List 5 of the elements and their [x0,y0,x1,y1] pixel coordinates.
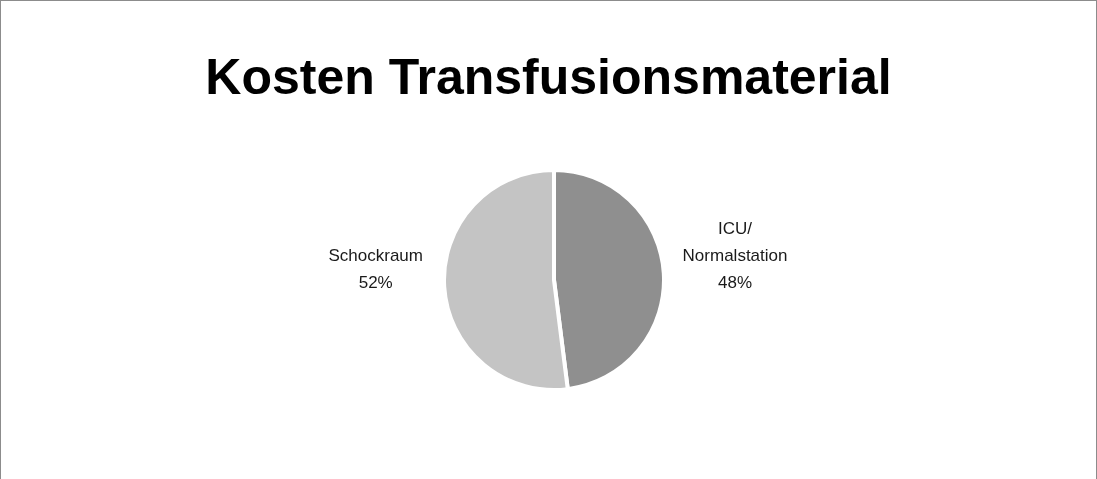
chart-title: Kosten Transfusionsmaterial [204,49,893,105]
data-label: 48% [718,273,753,293]
slice-label: ICU/ Normalstation [682,219,788,266]
slice-label: Schockraum [328,246,423,266]
data-label: 52% [358,273,393,293]
